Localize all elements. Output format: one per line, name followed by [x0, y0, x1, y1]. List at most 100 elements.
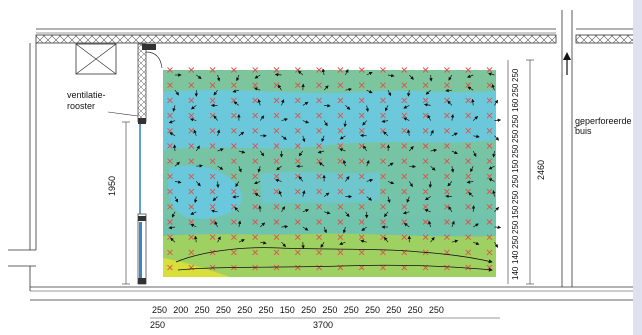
h-spacing-label: 250 — [301, 305, 317, 315]
velocity-arrow — [190, 105, 197, 110]
dim-total-width: 3700 — [313, 320, 334, 330]
grid-marker — [422, 219, 429, 225]
grid-marker — [337, 97, 344, 104]
grid-marker — [401, 264, 408, 271]
velocity-arrow — [445, 88, 452, 93]
velocity-arrow — [451, 132, 458, 137]
grid-marker — [401, 97, 408, 104]
velocity-arrow — [301, 242, 305, 249]
grid-marker — [209, 82, 216, 89]
grid-marker — [422, 188, 429, 195]
velocity-arrow — [302, 120, 310, 124]
grid-marker — [273, 249, 280, 256]
velocity-arrow — [174, 196, 178, 203]
grid-marker — [444, 127, 450, 134]
grid-marker — [316, 112, 322, 119]
v-spacing-label: 250 — [511, 114, 520, 128]
velocity-arrow — [445, 194, 452, 199]
grid-marker — [209, 127, 216, 134]
grid-marker — [273, 143, 280, 149]
velocity-arrow — [428, 181, 433, 189]
grid-marker — [252, 234, 259, 241]
velocity-arrow — [494, 206, 499, 213]
velocity-arrow — [196, 145, 200, 152]
v-spacing-label: 140 — [511, 266, 520, 280]
velocity-arrow — [253, 180, 261, 185]
velocity-arrow — [238, 166, 242, 173]
grid-marker — [486, 97, 493, 104]
grid-marker — [380, 97, 386, 104]
grid-marker — [316, 67, 322, 73]
grid-marker — [422, 173, 429, 180]
velocity-arrow — [345, 211, 350, 218]
grid-marker — [316, 219, 322, 225]
grid-marker — [252, 127, 259, 134]
velocity-arrow — [320, 242, 325, 248]
grid-marker — [337, 158, 344, 165]
velocity-arrow — [451, 150, 458, 154]
velocity-arrow — [362, 120, 367, 126]
velocity-arrow — [488, 165, 495, 170]
velocity-arrow — [471, 98, 475, 106]
velocity-arrow — [447, 181, 453, 187]
velocity-arrow — [170, 237, 176, 243]
perforated-pipe — [561, 10, 573, 287]
grid-marker — [316, 249, 322, 256]
velocity-arrow — [403, 105, 410, 109]
velocity-arrow — [238, 150, 246, 154]
grid-marker — [167, 112, 173, 119]
grid-marker — [188, 97, 195, 104]
grid-marker — [486, 67, 493, 73]
grid-marker — [422, 112, 429, 119]
velocity-arrow — [366, 159, 370, 167]
velocity-arrow — [403, 222, 410, 228]
velocity-arrow — [494, 99, 498, 106]
floor-jet-arrows — [175, 247, 493, 272]
velocity-arrow — [232, 89, 239, 93]
facade-wall — [137, 43, 163, 285]
velocity-arrow — [424, 103, 431, 107]
velocity-arrow — [360, 239, 367, 244]
h-spacing-label: 250 — [237, 305, 253, 315]
grid-marker — [444, 188, 450, 195]
velocity-arrow — [343, 120, 347, 128]
grid-marker — [444, 82, 450, 89]
velocity-arrow — [451, 239, 459, 244]
velocity-arrow — [492, 190, 496, 197]
grid-marker — [294, 219, 301, 225]
grid-marker — [465, 203, 472, 210]
grid-marker — [337, 234, 344, 241]
grid-marker — [486, 234, 493, 241]
vent-leader — [107, 111, 139, 117]
grid-marker — [337, 143, 344, 149]
grid-marker — [358, 249, 365, 256]
velocity-arrow — [360, 133, 367, 138]
velocity-arrow — [281, 224, 289, 229]
grid-marker — [188, 203, 195, 210]
grid-marker — [486, 127, 493, 134]
velocity-arrow — [258, 205, 262, 212]
velocity-arrow — [211, 209, 218, 213]
velocity-arrow — [491, 83, 495, 91]
velocity-arrow — [254, 74, 261, 79]
velocity-arrow — [472, 116, 479, 121]
velocity-arrow — [473, 134, 480, 139]
grid-marker — [444, 219, 450, 225]
grid-marker — [380, 158, 386, 165]
velocity-arrow — [281, 241, 286, 248]
grid-marker — [422, 67, 429, 73]
grid-marker — [231, 112, 237, 119]
grid-marker — [209, 143, 216, 149]
velocity-arrow — [281, 206, 286, 212]
grid-marker — [486, 249, 493, 256]
velocity-arrow — [409, 181, 413, 188]
velocity-arrow — [339, 135, 346, 140]
grid-marker — [380, 82, 386, 89]
grid-marker — [316, 82, 322, 89]
velocity-arrow — [172, 105, 176, 112]
velocity-arrow — [342, 226, 347, 234]
velocity-arrow — [467, 86, 474, 91]
velocity-arrow — [257, 98, 262, 106]
velocity-arrow — [430, 148, 438, 153]
